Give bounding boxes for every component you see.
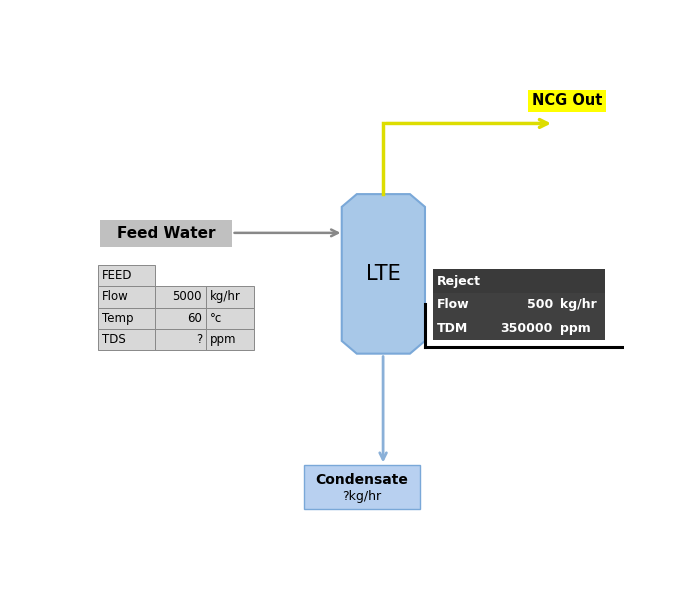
Text: 5000: 5000	[173, 291, 202, 304]
Bar	[155, 286, 206, 308]
Text: Reject: Reject	[437, 275, 482, 288]
Text: ?kg/hr: ?kg/hr	[342, 490, 381, 503]
Text: Temp: Temp	[102, 312, 134, 325]
Bar	[155, 308, 206, 329]
Bar	[155, 329, 206, 350]
Bar	[100, 220, 231, 246]
Text: kg/hr: kg/hr	[561, 298, 597, 311]
Bar	[433, 293, 605, 317]
Bar	[433, 269, 605, 293]
Text: FEED: FEED	[102, 269, 132, 282]
Text: 350000: 350000	[500, 322, 553, 335]
Text: °c: °c	[209, 312, 222, 325]
Polygon shape	[342, 194, 425, 353]
Text: TDS: TDS	[102, 333, 126, 346]
Bar	[206, 329, 254, 350]
Text: ppm: ppm	[209, 333, 236, 346]
Text: NCG Out: NCG Out	[532, 93, 602, 108]
Text: ppm: ppm	[561, 322, 591, 335]
Text: Flow: Flow	[102, 291, 129, 304]
Text: kg/hr: kg/hr	[209, 291, 240, 304]
Text: LTE: LTE	[366, 264, 401, 284]
Bar	[206, 286, 254, 308]
Bar	[304, 465, 420, 509]
Bar	[98, 265, 155, 286]
Bar	[98, 329, 155, 350]
Text: 500: 500	[527, 298, 553, 311]
Bar	[98, 286, 155, 308]
Bar	[206, 308, 254, 329]
Text: ?: ?	[196, 333, 202, 346]
Text: Feed Water: Feed Water	[116, 226, 215, 241]
Text: Condensate: Condensate	[315, 473, 408, 487]
Bar	[98, 308, 155, 329]
Text: 60: 60	[187, 312, 202, 325]
Bar	[433, 317, 605, 340]
Text: Flow: Flow	[437, 298, 470, 311]
Text: TDM: TDM	[437, 322, 468, 335]
